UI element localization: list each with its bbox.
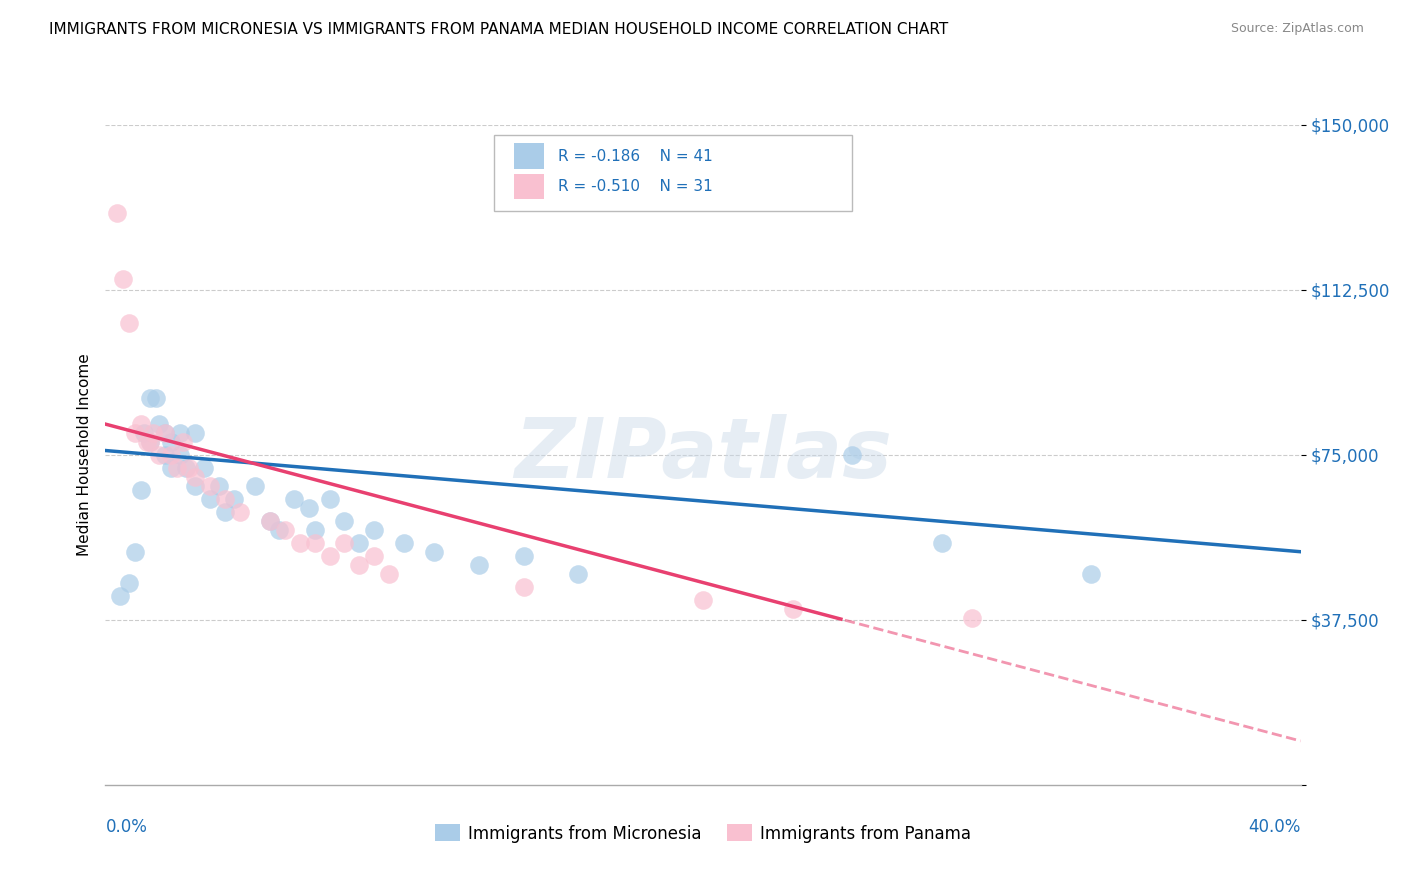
Point — [169, 425, 191, 440]
Point — [142, 425, 165, 440]
Text: 40.0%: 40.0% — [1249, 818, 1301, 836]
Point — [394, 536, 416, 550]
Point — [423, 545, 446, 559]
Point — [129, 417, 153, 431]
Point — [782, 602, 804, 616]
Point — [567, 566, 589, 581]
Point — [363, 523, 385, 537]
Point — [145, 391, 167, 405]
Point — [129, 483, 153, 497]
Point — [184, 470, 207, 484]
Point — [333, 514, 356, 528]
Point — [318, 549, 340, 563]
Point — [184, 479, 207, 493]
Point — [288, 536, 311, 550]
Point — [333, 536, 356, 550]
Point — [139, 434, 162, 449]
Point — [318, 491, 340, 506]
Point — [148, 448, 170, 462]
Point — [304, 536, 326, 550]
Text: Source: ZipAtlas.com: Source: ZipAtlas.com — [1230, 22, 1364, 36]
Point — [513, 549, 536, 563]
Point — [166, 461, 188, 475]
Point — [160, 434, 183, 449]
Point — [349, 536, 371, 550]
Bar — [515, 174, 544, 199]
Point — [155, 425, 177, 440]
Text: R = -0.510    N = 31: R = -0.510 N = 31 — [558, 179, 713, 194]
Y-axis label: Median Household Income: Median Household Income — [76, 353, 91, 557]
Point — [298, 500, 321, 515]
Point — [692, 593, 714, 607]
Point — [155, 425, 177, 440]
Point — [198, 491, 221, 506]
Point — [118, 316, 141, 330]
Point — [134, 425, 156, 440]
Point — [960, 611, 983, 625]
FancyBboxPatch shape — [494, 135, 852, 211]
Point — [273, 523, 295, 537]
Point — [304, 523, 326, 537]
Point — [124, 425, 146, 440]
Point — [136, 434, 159, 449]
Point — [184, 425, 207, 440]
Point — [214, 491, 236, 506]
Point — [267, 523, 290, 537]
Point — [468, 558, 491, 572]
Point — [139, 434, 162, 449]
Bar — [515, 144, 544, 169]
Point — [172, 434, 194, 449]
Point — [169, 448, 191, 462]
Point — [112, 272, 135, 286]
Point — [177, 461, 201, 475]
Point — [363, 549, 385, 563]
Point — [118, 575, 141, 590]
Point — [110, 589, 132, 603]
Point — [1080, 566, 1102, 581]
Point — [378, 566, 401, 581]
Point — [148, 417, 170, 431]
Text: IMMIGRANTS FROM MICRONESIA VS IMMIGRANTS FROM PANAMA MEDIAN HOUSEHOLD INCOME COR: IMMIGRANTS FROM MICRONESIA VS IMMIGRANTS… — [49, 22, 949, 37]
Point — [229, 505, 252, 519]
Point — [283, 491, 305, 506]
Point — [107, 206, 129, 220]
Point — [931, 536, 953, 550]
Point — [349, 558, 371, 572]
Point — [139, 391, 162, 405]
Point — [243, 479, 266, 493]
Point — [174, 461, 197, 475]
Point — [198, 479, 221, 493]
Point — [222, 491, 245, 506]
Point — [259, 514, 281, 528]
Point — [841, 448, 863, 462]
Point — [193, 461, 215, 475]
Point — [124, 545, 146, 559]
Text: R = -0.186    N = 41: R = -0.186 N = 41 — [558, 149, 713, 163]
Legend: Immigrants from Micronesia, Immigrants from Panama: Immigrants from Micronesia, Immigrants f… — [429, 818, 977, 849]
Point — [160, 448, 183, 462]
Text: 0.0%: 0.0% — [105, 818, 148, 836]
Point — [214, 505, 236, 519]
Point — [160, 461, 183, 475]
Point — [513, 580, 536, 594]
Point — [155, 448, 177, 462]
Point — [259, 514, 281, 528]
Text: ZIPatlas: ZIPatlas — [515, 415, 891, 495]
Point — [208, 479, 231, 493]
